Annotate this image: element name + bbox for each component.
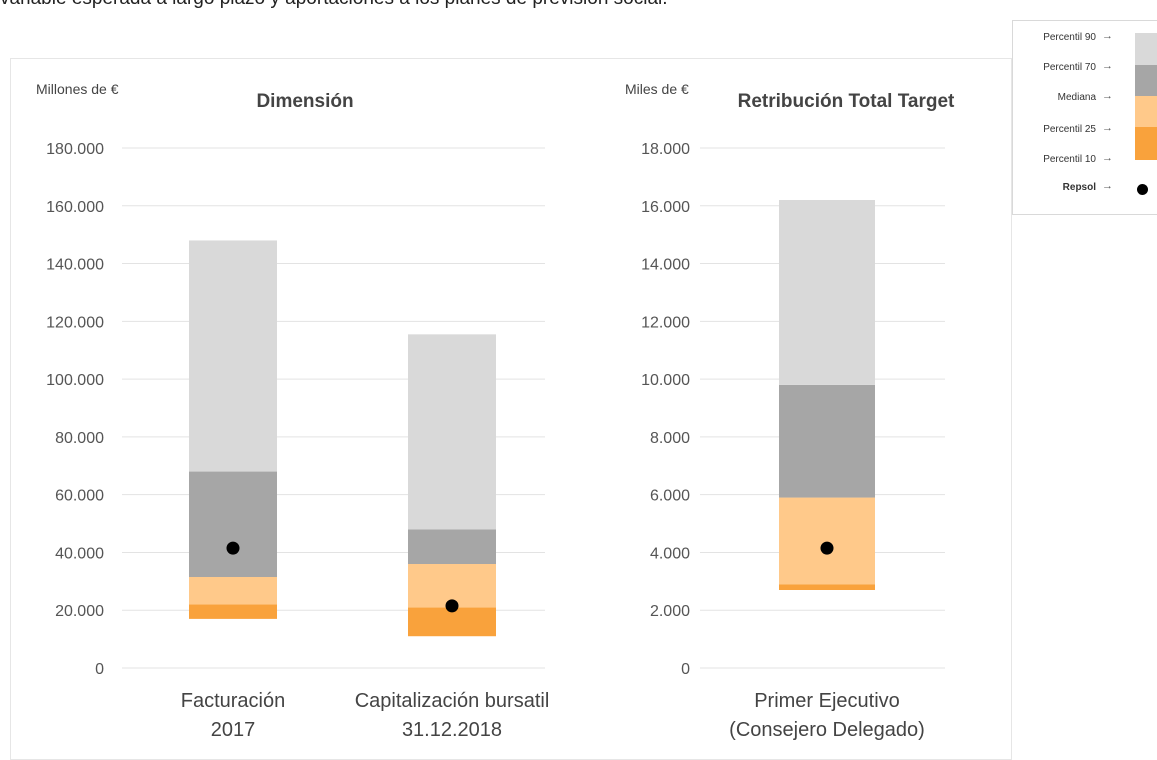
x-category-label: (Consejero Delegado) — [729, 719, 925, 741]
bar-segment-mediana — [779, 384, 875, 498]
y-tick-label: 0 — [681, 661, 690, 678]
legend-item-mediana: Mediana → — [1013, 89, 1157, 109]
x-category-label: Primer Ejecutivo — [754, 690, 900, 712]
legend-label: Percentil 10 — [1043, 154, 1096, 165]
y-tick-label: 16.000 — [641, 199, 690, 216]
bar-segment-mediana — [189, 471, 277, 577]
y-tick-label: 8.000 — [650, 430, 690, 447]
chart-title: Retribución Total Target — [738, 91, 955, 112]
legend-label: Percentil 70 — [1043, 62, 1096, 73]
legend-label: Repsol — [1062, 182, 1096, 193]
bar-segment-percentil-70 — [408, 334, 496, 530]
arrow-icon: → — [1102, 30, 1113, 42]
legend: Percentil 90 → Percentil 70 → Mediana → … — [1012, 20, 1157, 215]
arrow-icon: → — [1102, 180, 1113, 192]
y-tick-label: 60.000 — [55, 488, 104, 505]
y-tick-label: 100.000 — [46, 372, 104, 389]
y-tick-label: 10.000 — [641, 372, 690, 389]
y-tick-label: 180.000 — [46, 141, 104, 158]
legend-label: Percentil 25 — [1043, 124, 1096, 135]
y-tick-label: 18.000 — [641, 141, 690, 158]
legend-item-percentil-90: Percentil 90 → — [1013, 29, 1157, 49]
y-tick-label: 12.000 — [641, 314, 690, 331]
bar-segment-percentil-70 — [189, 240, 277, 472]
y-tick-label: 40.000 — [55, 545, 104, 562]
legend-swatch-percentil-90 — [1135, 33, 1157, 65]
chart-title: Dimensión — [256, 91, 353, 112]
bar-segment-percentil-25 — [779, 497, 875, 585]
bar-segment-percentil-10 — [189, 604, 277, 619]
bar-segment-percentil-10 — [779, 584, 875, 590]
chart-canvas: 0 20.000 40.000 60.000 80.000 100.000 120.000 1… — [36, 81, 955, 741]
legend-marker-repsol — [1137, 184, 1148, 195]
repsol-marker — [445, 599, 459, 613]
legend-item-repsol: Repsol → — [1013, 179, 1157, 199]
legend-swatch-mediana — [1135, 96, 1157, 127]
axis-unit-label: Millones de € — [36, 81, 119, 97]
legend-label: Percentil 90 — [1043, 32, 1096, 43]
legend-swatch-percentil-25 — [1135, 127, 1157, 160]
repsol-marker — [226, 541, 240, 555]
bar-segment-mediana — [408, 529, 496, 564]
repsol-marker — [820, 541, 834, 555]
arrow-icon: → — [1102, 60, 1113, 72]
legend-item-percentil-10: Percentil 10 → — [1013, 151, 1157, 171]
bar-segment-percentil-70 — [779, 200, 875, 385]
legend-swatch-percentil-70 — [1135, 65, 1157, 96]
bar-segment-percentil-25 — [189, 577, 277, 605]
y-tick-label: 80.000 — [55, 430, 104, 447]
page-top-text: variable esperada a largo plazo y aporta… — [0, 0, 668, 10]
arrow-icon: → — [1102, 90, 1113, 102]
y-tick-label: 2.000 — [650, 603, 690, 620]
legend-label: Mediana — [1057, 92, 1096, 103]
y-tick-label: 0 — [95, 661, 104, 678]
y-tick-label: 4.000 — [650, 545, 690, 562]
y-tick-label: 6.000 — [650, 488, 690, 505]
legend-item-percentil-70: Percentil 70 → — [1013, 59, 1157, 79]
y-tick-label: 160.000 — [46, 199, 104, 216]
axis-unit-label: Miles de € — [625, 81, 689, 97]
x-category-label: 2017 — [211, 719, 256, 741]
x-category-label: Facturación — [181, 690, 286, 712]
x-category-label: 31.12.2018 — [402, 719, 502, 741]
y-tick-label: 140.000 — [46, 257, 104, 274]
y-tick-label: 20.000 — [55, 603, 104, 620]
arrow-icon: → — [1102, 152, 1113, 164]
y-tick-label: 120.000 — [46, 314, 104, 331]
legend-item-percentil-25: Percentil 25 → — [1013, 121, 1157, 141]
arrow-icon: → — [1102, 122, 1113, 134]
y-tick-label: 14.000 — [641, 257, 690, 274]
x-category-label: Capitalización bursatil — [355, 690, 550, 712]
